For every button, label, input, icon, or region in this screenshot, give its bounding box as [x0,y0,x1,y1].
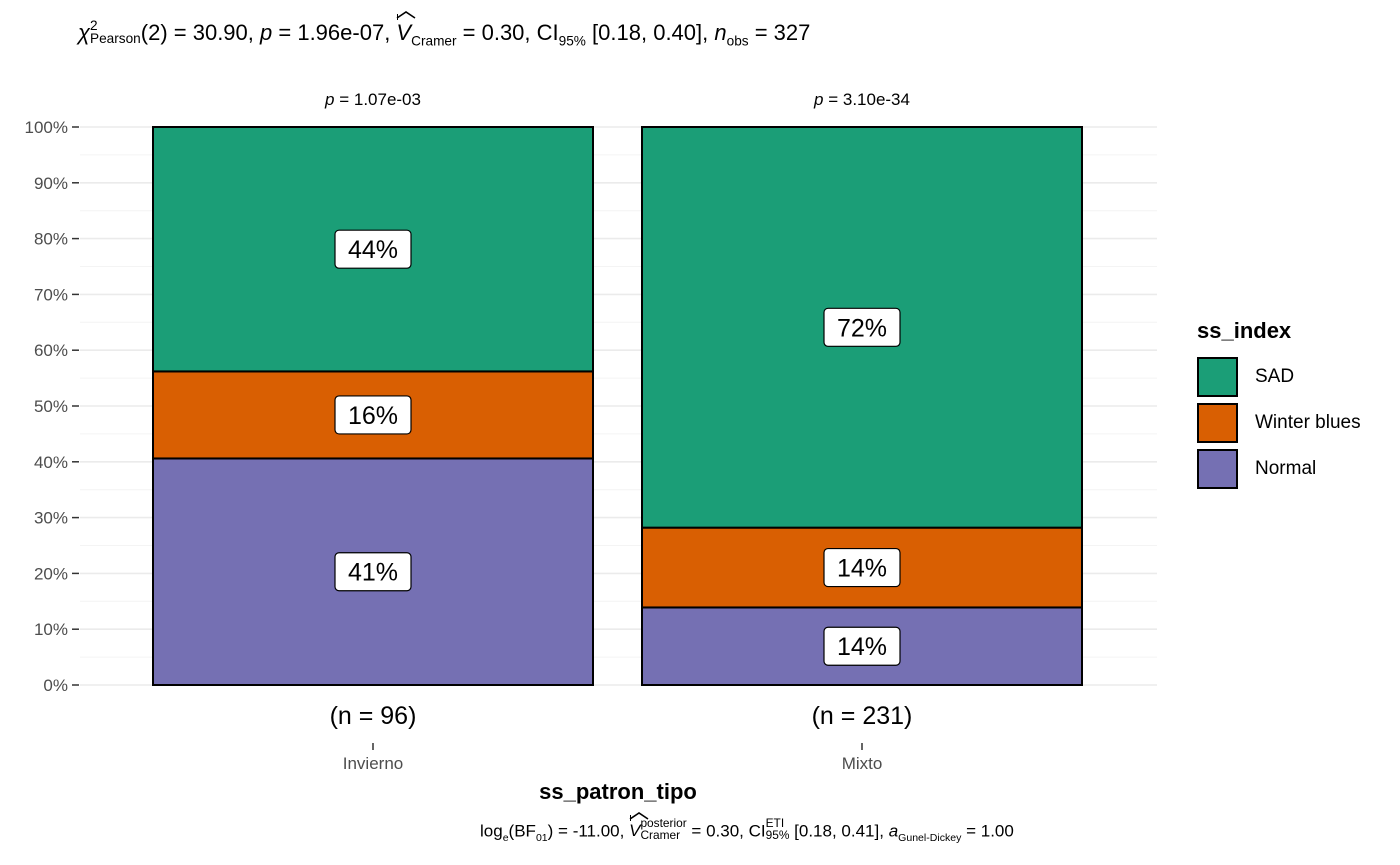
chi-symbol: χ [78,20,91,45]
log-text: log [480,821,503,841]
data-label: 44% [348,236,398,264]
v-sub: Cramer [411,33,457,49]
legend-title: ss_index [1197,318,1292,343]
p-label: p [260,20,273,45]
log-sub: e [502,831,509,844]
data-label: 14% [837,555,887,583]
p-value: = 1.96e-07, [272,20,397,45]
v-sub-caption: Cramer [640,827,681,842]
data-label: 16% [348,402,398,430]
y-tick-label: 100% [25,118,68,137]
ci-value-caption: [0.18, 0.41], [789,821,889,841]
bf-value: ) = -11.00, [547,821,630,841]
y-tick-label: 20% [34,564,68,583]
y-tick-label: 0% [43,676,68,695]
n-value: = 327 [748,20,811,45]
v-label: V [396,20,412,45]
data-label-box [823,626,901,666]
x-axis-title: ss_patron_tipo [539,779,697,804]
bf-text: (BF [508,821,536,841]
y-tick-label: 70% [34,285,68,304]
p-value-label: p = 3.10e-34 [813,90,910,109]
data-label-box [823,307,901,347]
y-tick-label: 10% [34,620,68,639]
data-label: 14% [837,633,887,661]
ci-sub-caption: 95% [765,827,790,842]
v-value-caption: = 0.30, CI [686,821,766,841]
legend-item-winter-blues: Winter blues [1197,403,1397,445]
chi-sub: Pearson [90,31,141,47]
count-label: (n = 231) [812,702,913,730]
x-tick-label: Invierno [343,754,403,773]
p-value-label: p = 1.07e-03 [324,90,421,109]
x-tick-label: Mixto [842,754,883,773]
data-label-box [334,229,412,269]
data-label-box [823,547,901,588]
v-sup-caption: posterior [640,816,687,830]
legend-key [1197,449,1238,489]
ci-sub: 95% [558,33,586,49]
a-value-caption: = 1.00 [961,821,1014,841]
data-label: 41% [348,559,398,587]
y-tick-label: 80% [34,230,68,249]
data-label: 72% [837,314,887,342]
y-tick-label: 60% [34,341,68,360]
p-value: = 3.10e-34 [823,90,910,109]
data-label-box [334,552,412,592]
ci-value: [0.18, 0.40], [585,20,715,45]
legend-label: Normal [1255,458,1317,479]
legend-label: Winter blues [1255,412,1361,433]
chi-sup: 2 [90,17,98,33]
p-prefix: p [324,90,334,109]
ci-sup-caption: ETI [765,816,785,830]
legend-key [1197,357,1238,397]
legend-item-normal: Normal [1197,449,1397,491]
p-value: = 1.07e-03 [334,90,421,109]
df-text: (2) = 30.90, [140,20,261,45]
y-tick-label: 90% [34,174,68,193]
legend-key [1197,403,1238,443]
p-prefix: p [813,90,823,109]
legend-label: SAD [1255,366,1295,387]
v-label-caption: V [629,821,641,841]
bf-sub: 01 [535,831,548,844]
stacked-bar-chart: 0% 10% 20% 30% 40% 50% 60% 70% 80% 90% 100% 41% 16% 4… [25,90,1157,804]
v-value: = 0.30, CI [456,20,559,45]
v-hat-symbol-caption: V [629,812,649,841]
a-sub-caption: Gunel-Dickey [898,831,962,844]
y-tick-label: 30% [34,509,68,528]
count-label: (n = 96) [330,702,417,730]
legend-item-sad: SAD [1197,357,1397,399]
y-tick-label: 40% [34,453,68,472]
n-sub: obs [726,33,749,49]
n-label: n [714,20,727,45]
v-hat-symbol: V [396,11,416,46]
y-tick-label: 50% [34,397,68,416]
chart-title: χ 2 Pearson (2) = 30.90, p = 1.96e-07, VCra… [78,11,811,49]
a-label-caption: a [888,821,899,841]
data-label-box [334,395,412,435]
